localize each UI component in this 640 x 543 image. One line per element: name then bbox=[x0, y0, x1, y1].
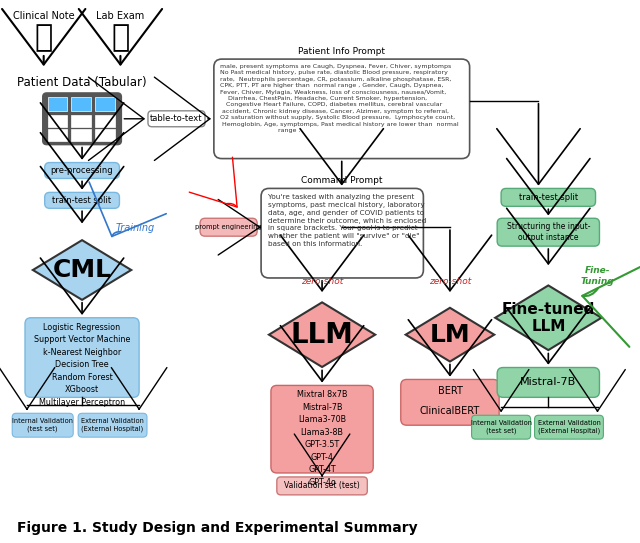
FancyBboxPatch shape bbox=[214, 59, 470, 159]
Polygon shape bbox=[495, 286, 602, 350]
Text: Mistral-7B: Mistral-7B bbox=[520, 377, 577, 387]
FancyBboxPatch shape bbox=[501, 188, 596, 206]
FancyBboxPatch shape bbox=[12, 413, 73, 437]
Polygon shape bbox=[269, 302, 375, 367]
Text: Training: Training bbox=[115, 223, 155, 233]
Text: Fine-
Tuning: Fine- Tuning bbox=[580, 266, 614, 286]
Text: prompt engineering: prompt engineering bbox=[195, 224, 262, 230]
Bar bbox=[47, 115, 67, 127]
FancyBboxPatch shape bbox=[497, 218, 600, 246]
Text: Internal Validation
(test set): Internal Validation (test set) bbox=[470, 420, 532, 434]
FancyBboxPatch shape bbox=[25, 318, 139, 397]
Text: LM: LM bbox=[429, 323, 470, 346]
Text: train-test split: train-test split bbox=[519, 193, 578, 202]
Text: External Validation
(External Hospital): External Validation (External Hospital) bbox=[81, 418, 144, 432]
Bar bbox=[71, 129, 91, 141]
Bar bbox=[95, 97, 115, 111]
Text: Structuring the input-
output instance: Structuring the input- output instance bbox=[507, 222, 590, 242]
Text: Clinical Note: Clinical Note bbox=[13, 11, 74, 21]
Text: train-test split: train-test split bbox=[52, 196, 111, 205]
Text: Figure 1. Study Design and Experimental Summary: Figure 1. Study Design and Experimental … bbox=[17, 521, 418, 535]
Text: BERT
ClinicalBERT: BERT ClinicalBERT bbox=[420, 387, 480, 416]
FancyBboxPatch shape bbox=[45, 192, 120, 209]
FancyBboxPatch shape bbox=[401, 380, 499, 425]
Bar bbox=[71, 115, 91, 127]
Text: 🧪: 🧪 bbox=[111, 23, 129, 52]
Text: 📋: 📋 bbox=[35, 23, 53, 52]
Text: zero-shot: zero-shot bbox=[429, 277, 471, 287]
Bar bbox=[47, 129, 67, 141]
Text: Validation set (test): Validation set (test) bbox=[284, 482, 360, 490]
Text: You're tasked with analyzing the present
symptoms, past mecical history, laborat: You're tasked with analyzing the present… bbox=[268, 194, 426, 247]
Bar bbox=[71, 97, 91, 111]
FancyBboxPatch shape bbox=[148, 111, 205, 127]
Bar bbox=[95, 129, 115, 141]
Text: Patient Info Prompt: Patient Info Prompt bbox=[298, 47, 385, 56]
Text: CML: CML bbox=[52, 258, 111, 282]
Bar bbox=[47, 97, 67, 111]
FancyBboxPatch shape bbox=[200, 218, 257, 236]
Text: Logistic Regression
Support Vector Machine
k-Nearest Neighbor
Decision Tree
Rand: Logistic Regression Support Vector Machi… bbox=[34, 323, 131, 407]
Text: zero-shot: zero-shot bbox=[301, 277, 343, 287]
FancyBboxPatch shape bbox=[261, 188, 424, 278]
FancyBboxPatch shape bbox=[497, 368, 600, 397]
Text: Command Prompt: Command Prompt bbox=[301, 176, 383, 186]
FancyBboxPatch shape bbox=[472, 415, 531, 439]
Text: table-to-text: table-to-text bbox=[150, 114, 203, 123]
Bar bbox=[95, 115, 115, 127]
FancyBboxPatch shape bbox=[78, 413, 147, 437]
Text: Patient Data (Tabular): Patient Data (Tabular) bbox=[17, 76, 147, 89]
Polygon shape bbox=[406, 308, 494, 362]
Text: Fine-tuned
LLM: Fine-tuned LLM bbox=[502, 301, 595, 334]
Polygon shape bbox=[33, 240, 131, 300]
Text: Mixtral 8x7B
Mistral-7B
Llama3-70B
Llama3-8B
GPT-3.5T
GPT-4
GPT-4T
GPT-4o: Mixtral 8x7B Mistral-7B Llama3-70B Llama… bbox=[297, 390, 348, 487]
Text: male, present symptoms are Caugh, Dyspnea, Fever, Chiver, symptomps
No Past medi: male, present symptoms are Caugh, Dyspne… bbox=[220, 64, 458, 133]
FancyBboxPatch shape bbox=[43, 93, 122, 144]
Text: pre-processing: pre-processing bbox=[51, 166, 113, 175]
FancyBboxPatch shape bbox=[277, 477, 367, 495]
Text: Internal Validation
(test set): Internal Validation (test set) bbox=[12, 418, 73, 432]
FancyBboxPatch shape bbox=[534, 415, 604, 439]
Text: Lab Exam: Lab Exam bbox=[96, 11, 145, 21]
FancyBboxPatch shape bbox=[45, 162, 120, 179]
Text: LLM: LLM bbox=[291, 321, 353, 349]
FancyBboxPatch shape bbox=[271, 386, 373, 473]
Text: External Validation
(External Hospital): External Validation (External Hospital) bbox=[538, 420, 600, 434]
